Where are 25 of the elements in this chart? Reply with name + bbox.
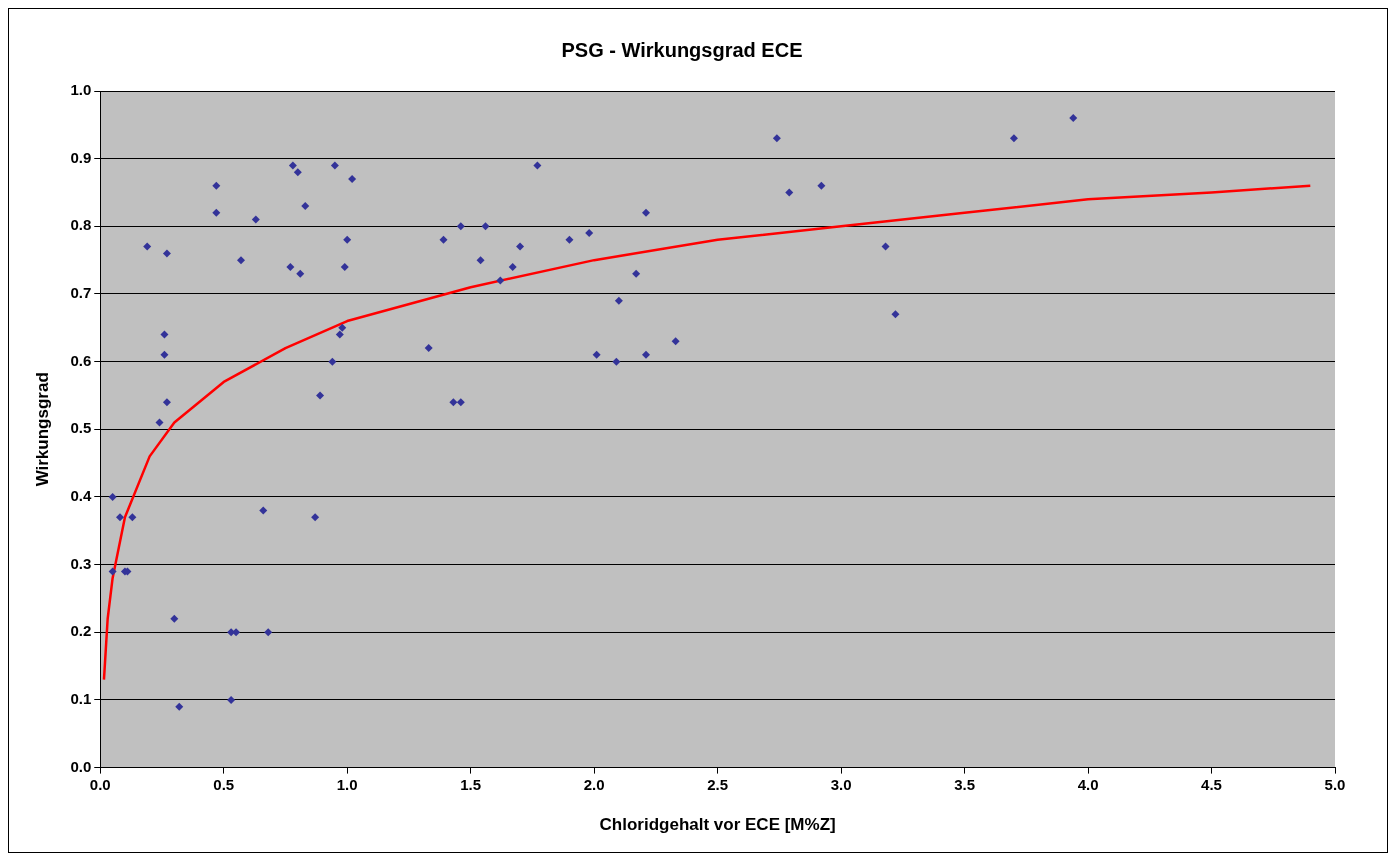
- x-tick-label: 4.5: [1201, 775, 1222, 793]
- y-axis-title: Wirkungsgrad: [32, 372, 52, 487]
- x-tick-label: 2.0: [583, 775, 605, 793]
- y-tick-label: 0.6: [70, 351, 92, 369]
- x-tick-label: 1.0: [336, 775, 358, 793]
- y-tick-label: 0.2: [70, 622, 92, 640]
- x-tick-label: 3.5: [954, 775, 976, 793]
- y-tick-label: 0.1: [70, 690, 92, 708]
- x-tick-label: 0.5: [213, 775, 235, 793]
- y-tick-label: 0.5: [70, 419, 92, 437]
- y-tick-label: 0.4: [70, 487, 92, 505]
- x-tick-label: 5.0: [1324, 775, 1346, 793]
- y-tick-label: 0.0: [70, 757, 92, 775]
- chart-title: PSG - Wirkungsgrad ECE: [561, 38, 803, 61]
- y-tick-label: 0.9: [70, 148, 92, 166]
- x-axis-title: Chloridgehalt vor ECE [M%Z]: [599, 815, 836, 835]
- y-tick-label: 1.0: [70, 81, 92, 99]
- y-tick-label: 0.3: [70, 554, 92, 572]
- y-tick-label: 0.8: [70, 216, 92, 234]
- y-tick-label: 0.7: [70, 284, 92, 302]
- x-tick-label: 4.0: [1077, 775, 1099, 793]
- x-tick-label: 1.5: [460, 775, 482, 793]
- x-tick-label: 0.0: [89, 775, 111, 793]
- x-tick-label: 2.5: [707, 775, 729, 793]
- x-tick-label: 3.0: [830, 775, 852, 793]
